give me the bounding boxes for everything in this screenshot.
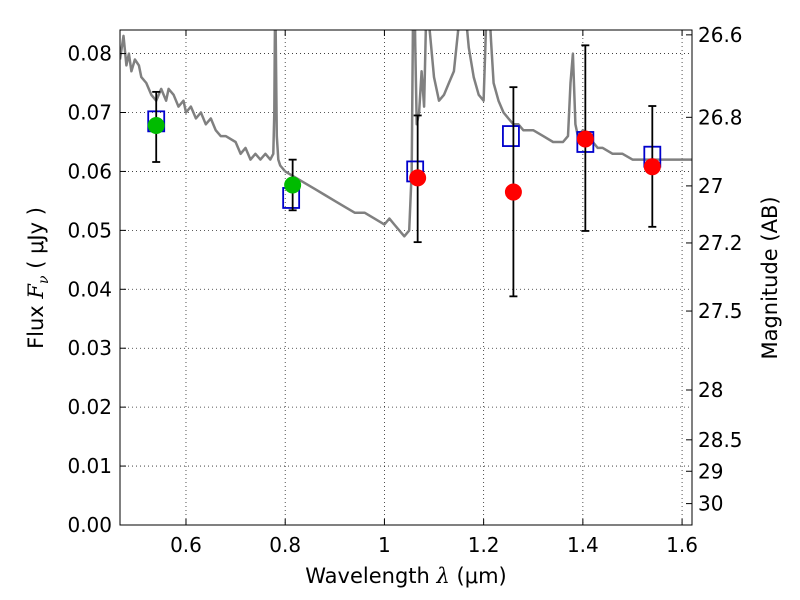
model-photometry-marker: [502, 125, 520, 147]
mag-tick-label: 28: [698, 378, 723, 402]
x-tick-label: 1.2: [468, 533, 500, 557]
x-axis-label: Wavelength λ (μm): [305, 564, 506, 588]
mag-tick-label: 28.5: [698, 428, 743, 452]
grid: [120, 30, 692, 526]
mag-tick-label: 27.5: [698, 299, 743, 323]
spectrum-line: [120, 30, 692, 238]
mag-tick-label: 30: [698, 492, 723, 516]
y-tick-label: 0.03: [67, 336, 112, 360]
x-tick-label: 1.6: [666, 533, 698, 557]
y-tick-label: 0.01: [67, 454, 112, 478]
y-tick-label: 0.07: [67, 101, 112, 125]
x-tick-label: 1: [378, 533, 391, 557]
y-tick-label: 0.04: [67, 277, 112, 301]
y2-axis-label: Magnitude (AB): [758, 196, 782, 359]
mag-tick-label: 26.6: [698, 23, 743, 47]
observed-point: [409, 169, 427, 187]
observed-point: [147, 116, 165, 134]
x-tick-label: 0.6: [170, 533, 202, 557]
x-tick-label: 1.4: [567, 533, 599, 557]
observed-point: [643, 158, 661, 176]
y-tick-label: 0.00: [67, 513, 112, 537]
mag-tick-label: 27: [698, 174, 723, 198]
mag-tick-label: 26.8: [698, 105, 743, 129]
data-area: [120, 30, 692, 298]
mag-tick-label: 27.2: [698, 231, 743, 255]
axis-ticks: 0.6 0.8 1 1.2 1.4 1.6 0.00 0.01 0.02 0.03 0.04 0.05…: [67, 23, 742, 557]
plot-frame: [119, 29, 693, 526]
x-tick-label: 0.8: [269, 533, 301, 557]
y-tick-label: 0.05: [67, 218, 112, 242]
mag-tick-label: 29: [698, 459, 723, 483]
y-tick-label: 0.08: [67, 42, 112, 66]
observed-point: [284, 176, 302, 194]
y-tick-label: 0.06: [67, 159, 112, 183]
observed-point: [576, 130, 594, 148]
observed-point: [504, 183, 522, 201]
y-tick-label: 0.02: [67, 395, 112, 419]
y-axis-label: Flux Fν ( μJy ): [24, 207, 53, 349]
